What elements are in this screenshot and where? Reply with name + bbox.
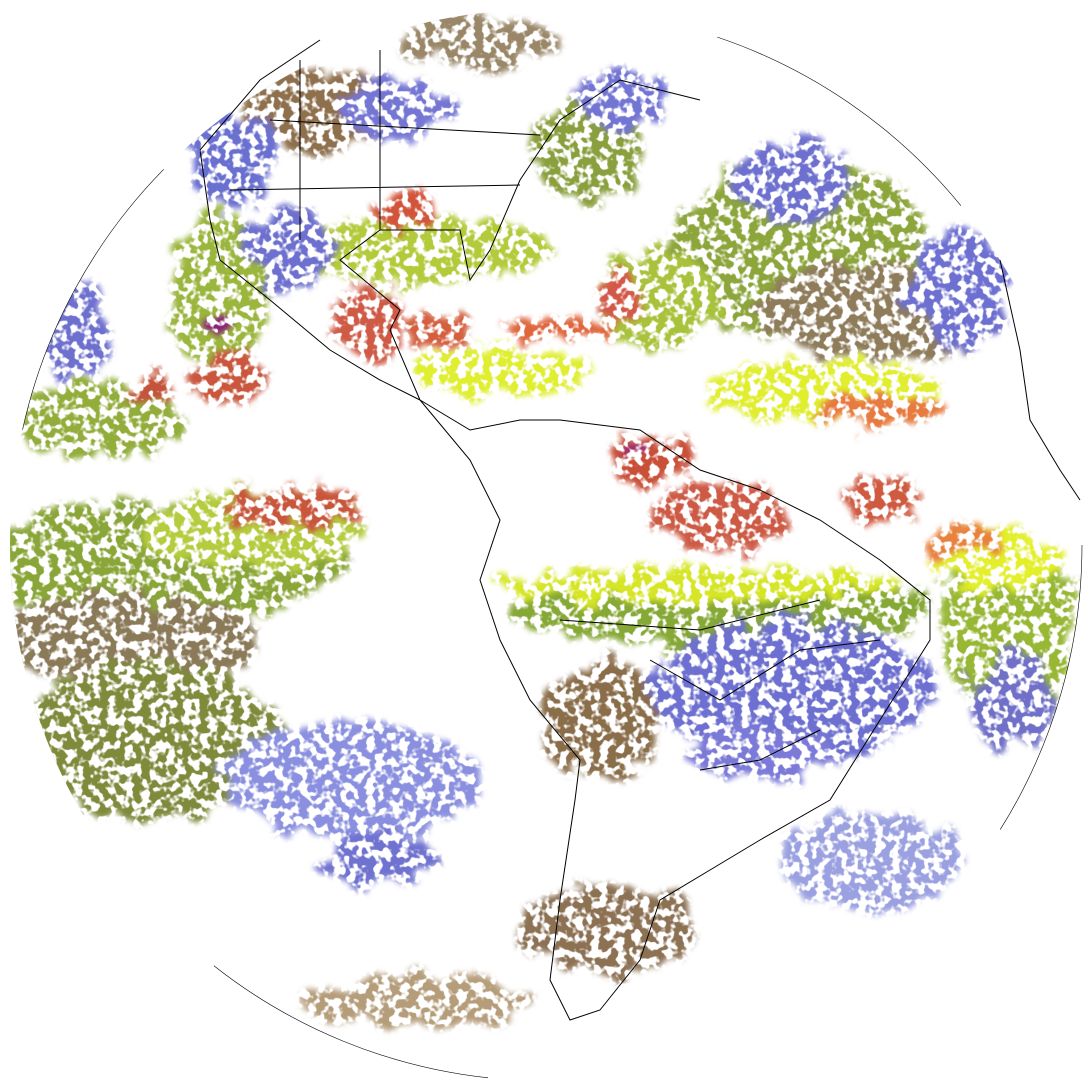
- north-america-west-coast: [199, 39, 421, 401]
- brazil-borders: [559, 599, 881, 771]
- coastlines: [9, 8, 1083, 1082]
- us-borders: [229, 50, 541, 240]
- africa-coast: [999, 259, 1081, 501]
- disk-edge: [9, 8, 1083, 1082]
- north-america-east-coast: [339, 79, 701, 401]
- south-america-outline: [419, 399, 931, 1021]
